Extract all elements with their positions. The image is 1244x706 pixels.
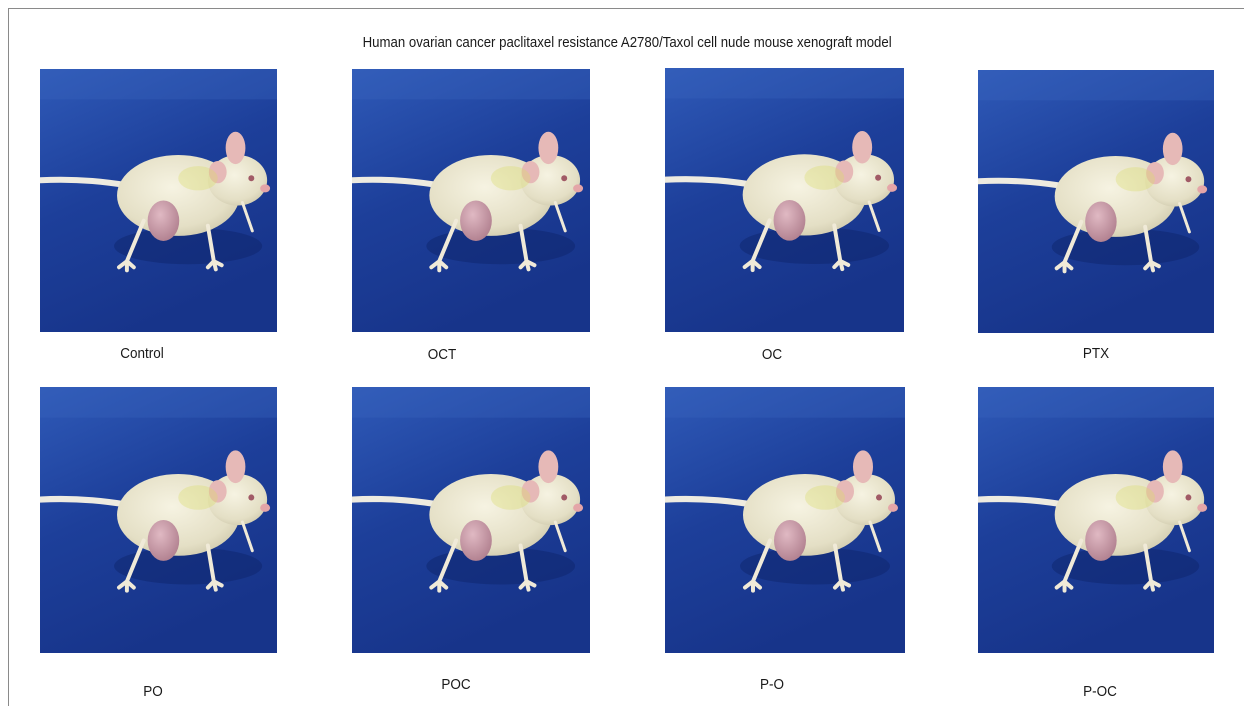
panel-ptx-photo [978,70,1214,333]
panel-oct-photo [352,69,590,332]
panel-control-photo [40,69,277,332]
label-ptx: PTX [1082,345,1110,362]
panel-p-oc-photo [978,387,1214,653]
panel-oc-photo [665,68,904,332]
label-p-o: P-O [759,676,784,693]
panel-poc-photo [352,387,590,653]
figure-frame [8,8,1244,706]
label-control: Control [120,345,164,362]
label-po: PO [143,683,163,700]
figure-title: Human ovarian cancer paclitaxel resistan… [362,34,892,51]
label-oct: OCT [427,346,457,363]
label-oc: OC [761,346,783,363]
label-p-oc: P-OC [1083,683,1117,700]
label-poc: POC [441,676,471,693]
panel-p-o-photo [665,387,905,653]
panel-po-photo [40,387,277,653]
